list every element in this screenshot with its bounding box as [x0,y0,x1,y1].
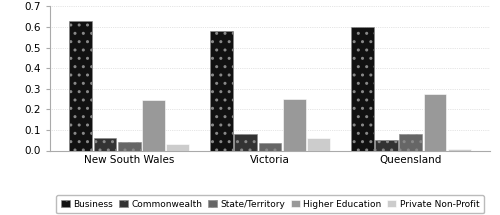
Bar [400,134,422,150]
Bar [424,94,446,150]
Bar [118,142,141,150]
Bar [448,149,470,150]
Bar [234,134,258,150]
Bar [307,138,330,150]
Legend: Business, Commonwealth, State/Territory, Higher Education, Private Non-Profit: Business, Commonwealth, State/Territory,… [56,195,484,213]
Bar [70,21,92,150]
Bar [282,99,306,150]
Bar [258,143,281,150]
Bar [210,31,233,150]
Bar [166,144,189,150]
Bar [351,27,374,150]
Bar [375,140,398,150]
Bar [94,138,116,150]
Bar [142,100,165,150]
